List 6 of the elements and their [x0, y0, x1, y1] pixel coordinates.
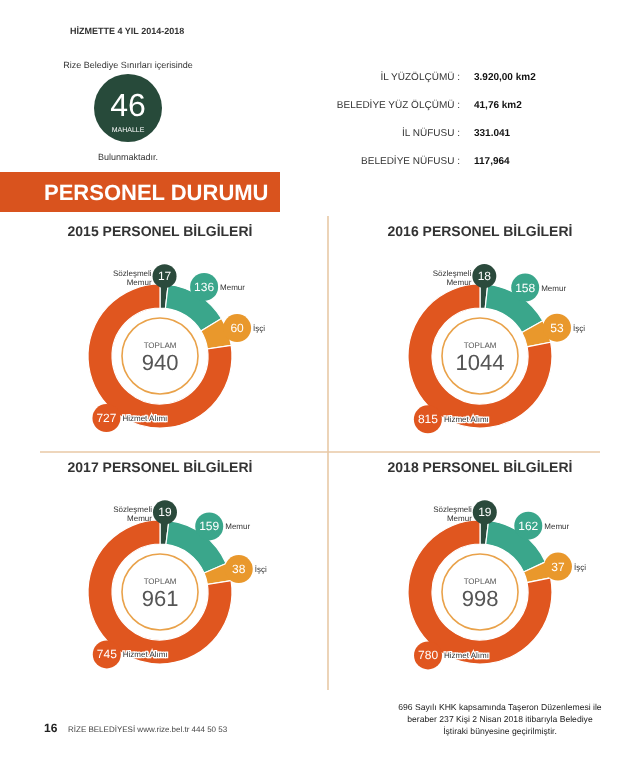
text: 998 — [461, 588, 499, 612]
text: 46 — [110, 90, 146, 124]
text: 940 — [141, 352, 179, 376]
text: PERSONEL DURUMU — [44, 182, 269, 206]
text: 961 — [141, 588, 179, 612]
text: 1044 — [455, 352, 505, 376]
